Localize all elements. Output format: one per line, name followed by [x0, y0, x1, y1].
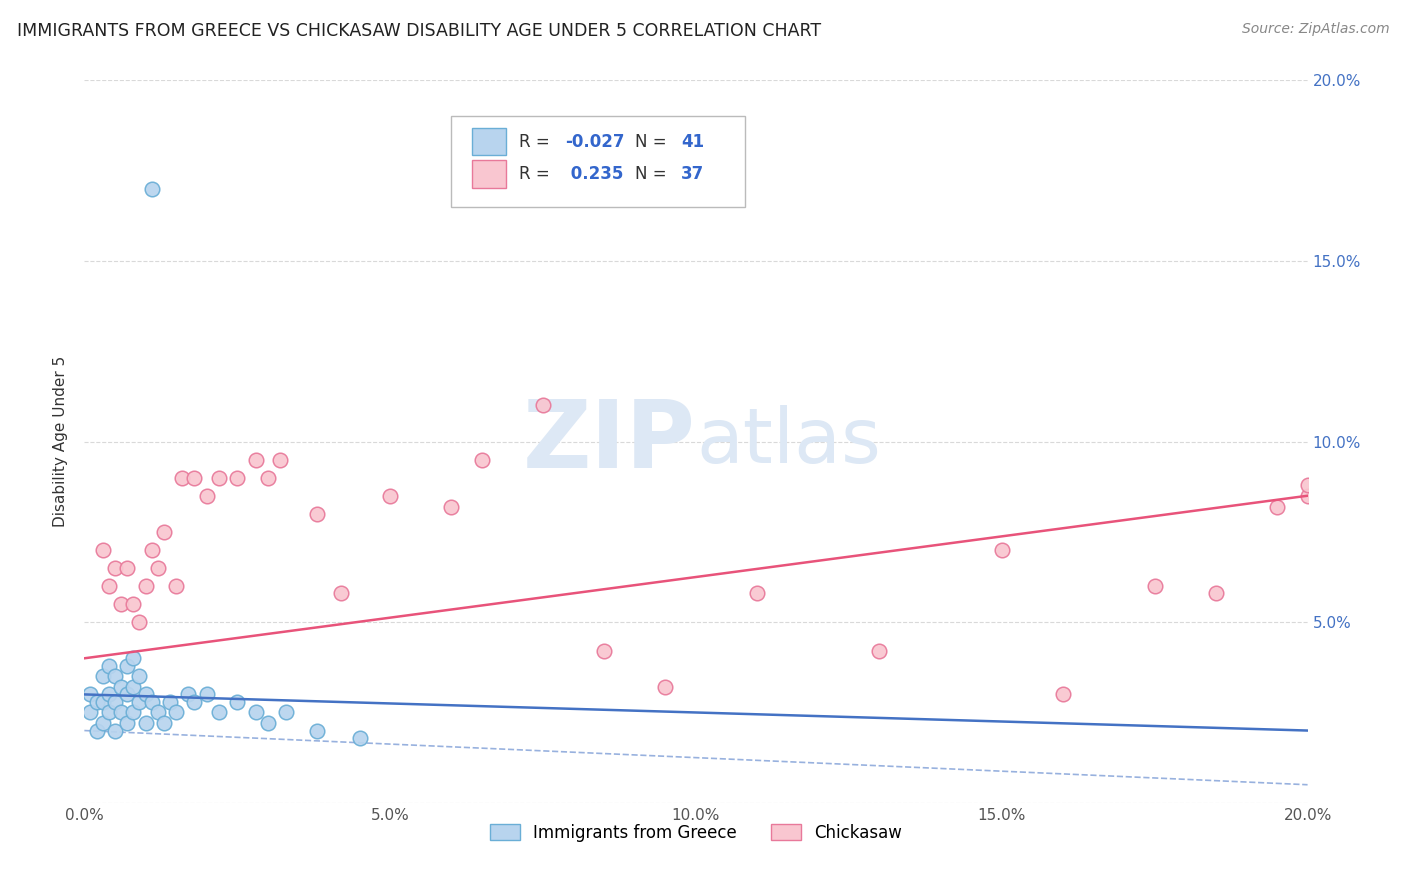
Point — [991, 542, 1014, 557]
Point — [128, 669, 150, 683]
Point — [183, 471, 205, 485]
Text: -0.027: -0.027 — [565, 133, 624, 151]
Point — [104, 695, 127, 709]
FancyBboxPatch shape — [472, 161, 506, 188]
Point — [593, 644, 616, 658]
Text: 0.235: 0.235 — [565, 165, 623, 183]
Point — [115, 658, 138, 673]
Point — [91, 542, 114, 557]
Point — [654, 680, 676, 694]
Point — [128, 615, 150, 630]
Point — [1143, 579, 1166, 593]
Point — [135, 687, 157, 701]
Point — [135, 579, 157, 593]
FancyBboxPatch shape — [451, 117, 745, 207]
Point — [153, 716, 176, 731]
Point — [146, 561, 169, 575]
Text: R =: R = — [519, 133, 554, 151]
Point — [269, 452, 291, 467]
Point — [208, 471, 231, 485]
Point — [208, 706, 231, 720]
Point — [115, 561, 138, 575]
Point — [91, 695, 114, 709]
Point — [380, 489, 402, 503]
Text: atlas: atlas — [696, 405, 880, 478]
Point — [245, 452, 267, 467]
Point — [1265, 500, 1288, 514]
Point — [122, 680, 145, 694]
Point — [245, 706, 267, 720]
Text: 37: 37 — [682, 165, 704, 183]
Y-axis label: Disability Age Under 5: Disability Age Under 5 — [53, 356, 69, 527]
Point — [330, 586, 353, 600]
Point — [195, 687, 218, 701]
Point — [159, 695, 181, 709]
Point — [153, 524, 176, 539]
Point — [226, 471, 249, 485]
Point — [91, 669, 114, 683]
Point — [146, 706, 169, 720]
Point — [122, 597, 145, 611]
Point — [141, 695, 163, 709]
Point — [91, 716, 114, 731]
FancyBboxPatch shape — [472, 128, 506, 155]
Point — [165, 706, 187, 720]
Point — [1296, 478, 1319, 492]
Point — [1052, 687, 1074, 701]
Point — [97, 687, 120, 701]
Point — [135, 716, 157, 731]
Point — [276, 706, 298, 720]
Text: R =: R = — [519, 165, 554, 183]
Legend: Immigrants from Greece, Chickasaw: Immigrants from Greece, Chickasaw — [484, 817, 908, 848]
Point — [110, 706, 132, 720]
Text: IMMIGRANTS FROM GREECE VS CHICKASAW DISABILITY AGE UNDER 5 CORRELATION CHART: IMMIGRANTS FROM GREECE VS CHICKASAW DISA… — [17, 22, 821, 40]
Point — [471, 452, 494, 467]
Point — [141, 182, 163, 196]
Point — [172, 471, 194, 485]
Text: N =: N = — [636, 165, 672, 183]
Point — [104, 561, 127, 575]
Point — [349, 731, 371, 745]
Point — [110, 680, 132, 694]
Point — [141, 542, 163, 557]
Point — [97, 706, 120, 720]
Point — [79, 687, 101, 701]
Point — [97, 658, 120, 673]
Point — [165, 579, 187, 593]
Point — [86, 695, 108, 709]
Text: Source: ZipAtlas.com: Source: ZipAtlas.com — [1241, 22, 1389, 37]
Point — [747, 586, 769, 600]
Point — [97, 579, 120, 593]
Point — [79, 706, 101, 720]
Point — [226, 695, 249, 709]
Point — [1205, 586, 1227, 600]
Point — [122, 706, 145, 720]
Point — [104, 669, 127, 683]
Point — [183, 695, 205, 709]
Point — [110, 597, 132, 611]
Point — [257, 716, 280, 731]
Point — [305, 723, 328, 738]
Point — [305, 507, 328, 521]
Point — [195, 489, 218, 503]
Point — [128, 695, 150, 709]
Point — [104, 723, 127, 738]
Point — [177, 687, 200, 701]
Text: N =: N = — [636, 133, 672, 151]
Text: 41: 41 — [682, 133, 704, 151]
Point — [440, 500, 463, 514]
Point — [869, 644, 891, 658]
Text: ZIP: ZIP — [523, 395, 696, 488]
Point — [86, 723, 108, 738]
Point — [122, 651, 145, 665]
Point — [257, 471, 280, 485]
Point — [115, 687, 138, 701]
Point — [531, 398, 554, 412]
Point — [115, 716, 138, 731]
Point — [1296, 489, 1319, 503]
